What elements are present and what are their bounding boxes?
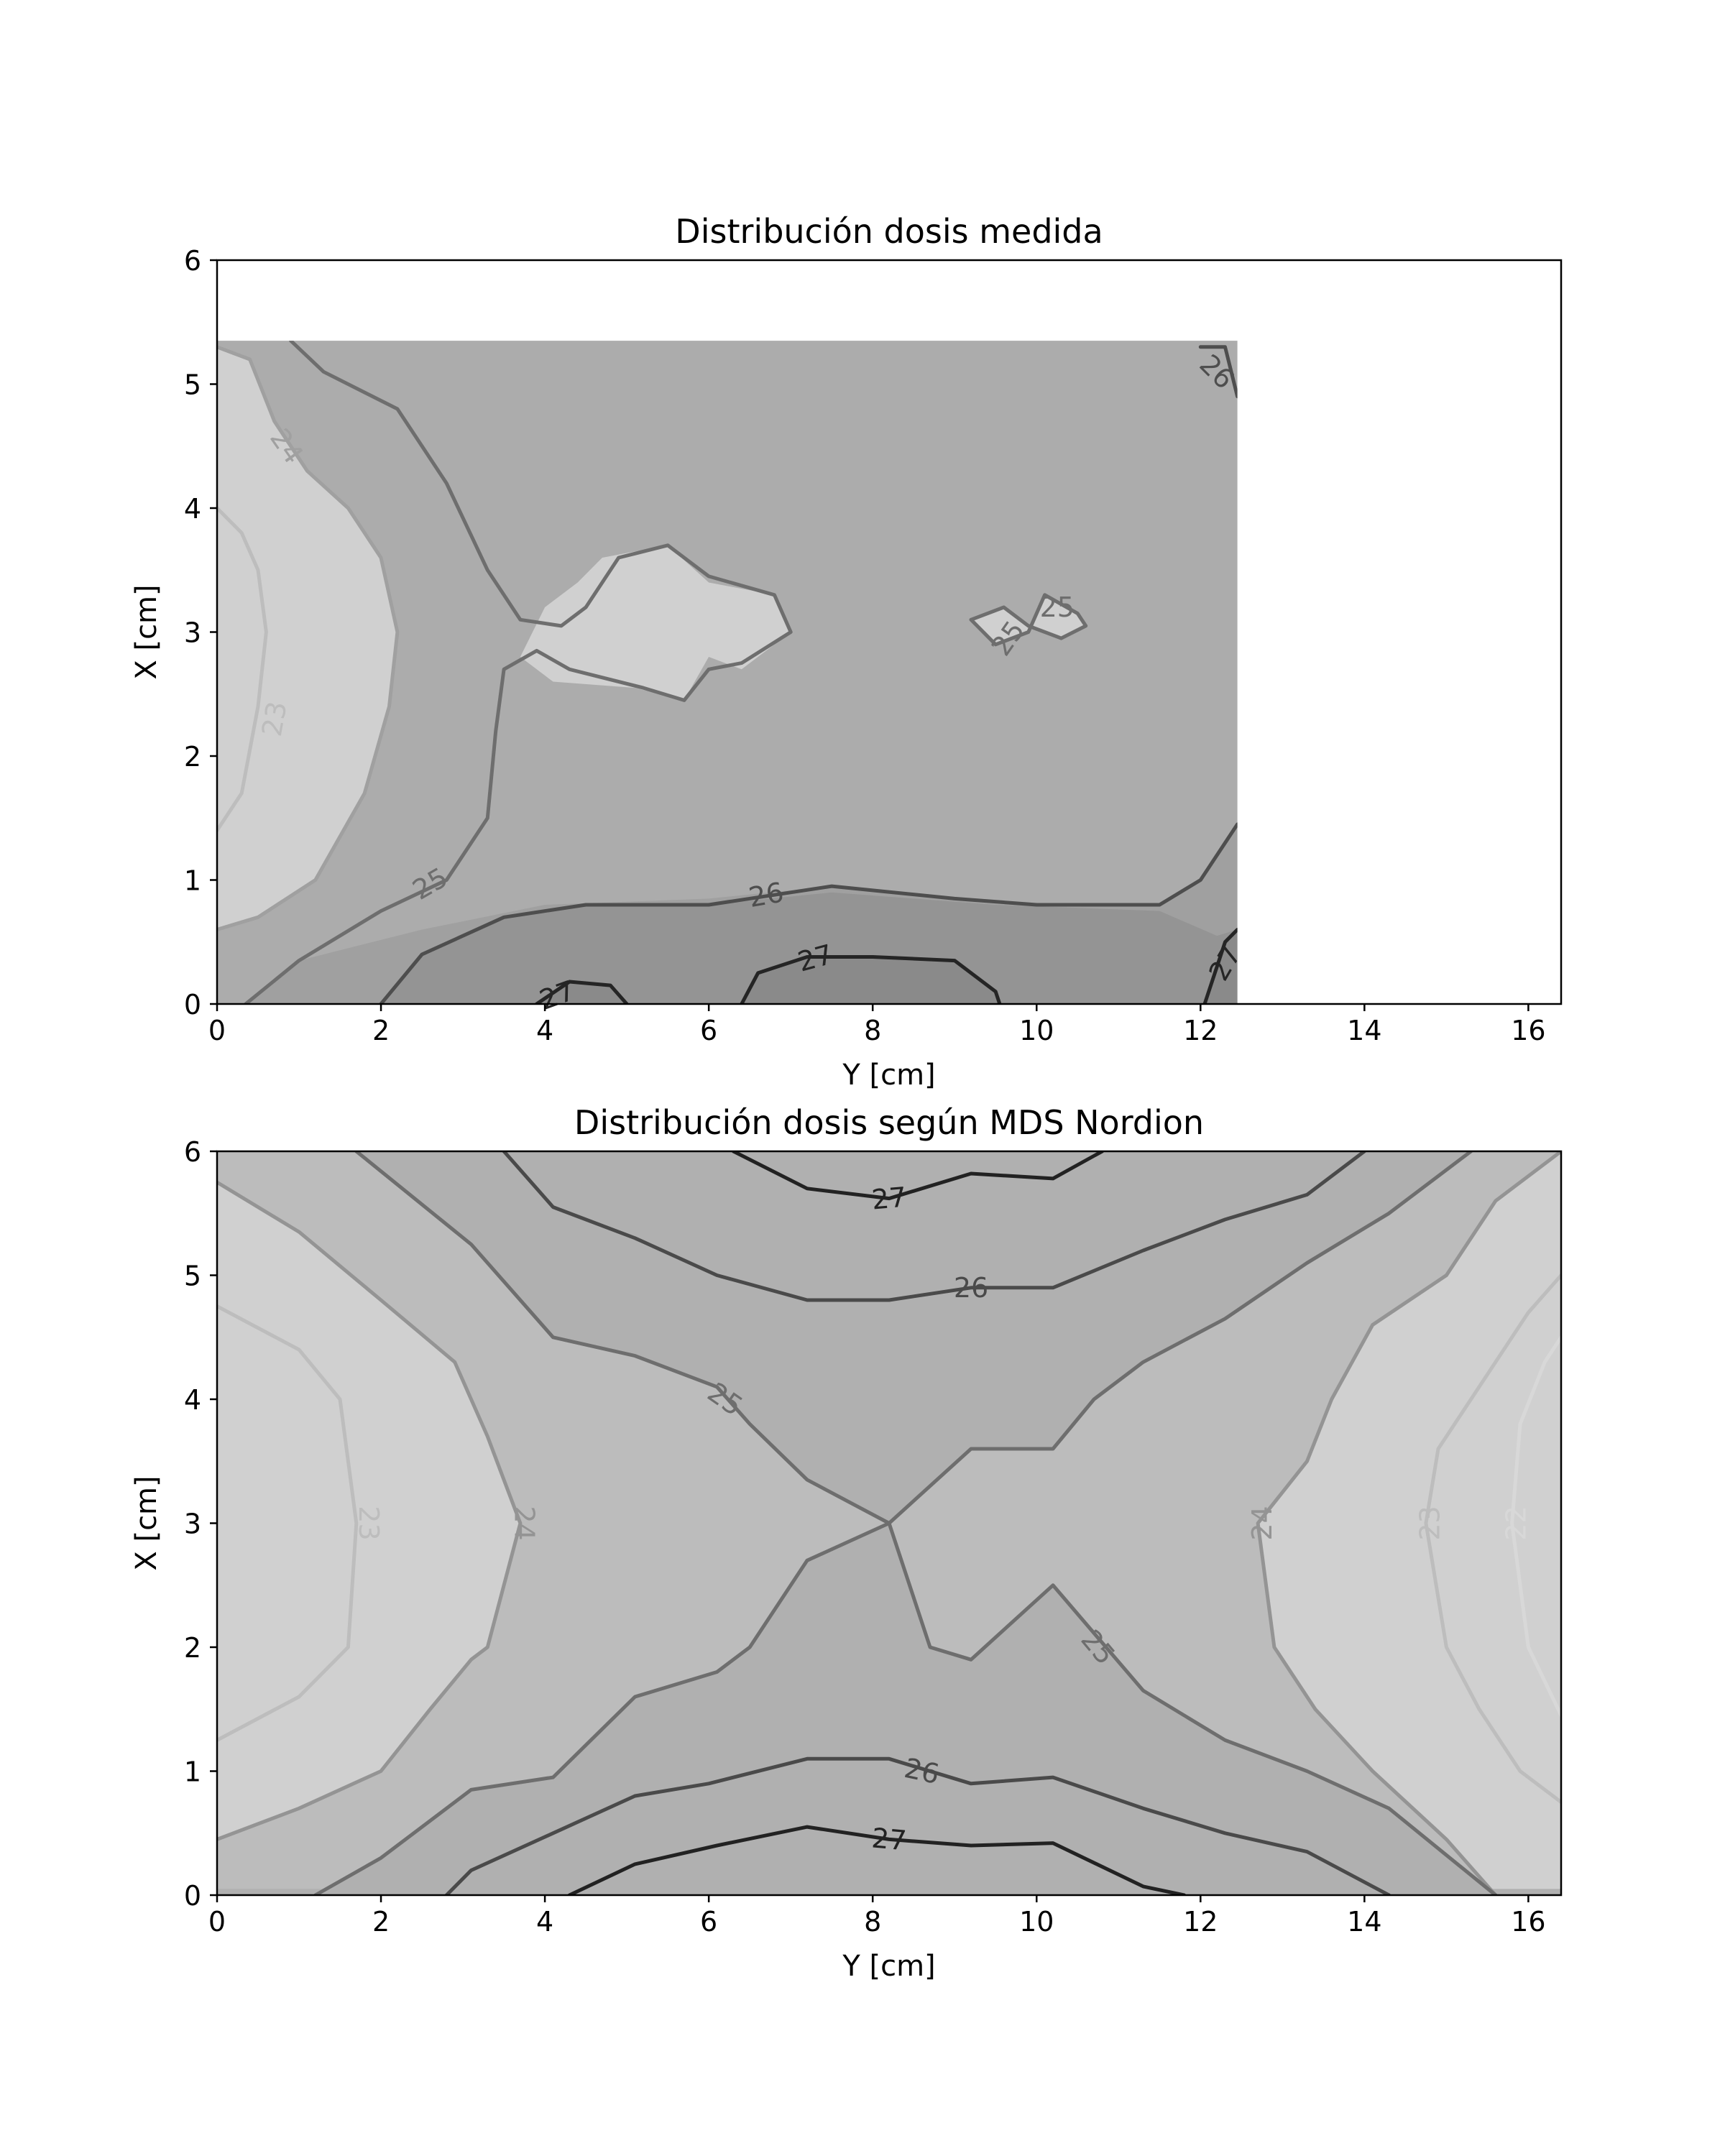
y-tick-label: 4 [184,493,201,525]
x-tick-label: 6 [700,1015,717,1046]
contour-layer [217,1151,1561,1895]
contour-line [217,506,268,832]
contour-fill-region [1258,1151,1561,1895]
y-tick-label: 6 [184,1136,201,1168]
x-tick-label: 2 [372,1906,390,1938]
y-tick-label: 4 [184,1384,201,1416]
y-axis-label: X [cm] [130,1475,163,1570]
x-tick-label: 10 [1019,1906,1054,1938]
contour-line [1202,928,1238,1004]
contour-line [1198,345,1238,399]
x-tick-label: 4 [536,1906,553,1938]
contour-fill-region [520,545,791,701]
x-tick-label: 2 [372,1015,390,1046]
x-tick-label: 16 [1511,1906,1545,1938]
contour-line [217,345,400,931]
contour-fill-region [1205,929,1238,1004]
chart-title: Distribución dosis medida [675,212,1103,251]
contour-label: 23 [1414,1506,1446,1540]
contour-fill-region [741,957,1000,1004]
x-tick-label: 14 [1347,1906,1381,1938]
contour-label: 25 [1040,591,1075,623]
y-tick-label: 0 [184,989,201,1021]
contour-label: 23 [256,699,293,739]
y-tick-label: 2 [184,1632,201,1664]
y-tick-label: 3 [184,617,201,649]
contour-label: 22 [1500,1506,1532,1540]
y-tick-label: 6 [184,245,201,277]
contour-line [217,1304,359,1742]
contour-line [1510,1335,1561,1718]
x-tick-label: 16 [1511,1015,1545,1046]
x-tick-label: 8 [864,1015,881,1046]
chart-title: Distribución dosis según MDS Nordion [574,1103,1204,1142]
contour-line [535,980,629,1004]
contour-fill-region [971,594,1086,645]
contour-label: 23 [353,1506,385,1540]
contour-line [731,1151,1104,1201]
contour-fill-region [315,1523,1496,1895]
x-tick-label: 0 [208,1015,226,1046]
contour-line [1256,1151,1561,1895]
x-tick-label: 10 [1019,1015,1054,1046]
x-tick-label: 14 [1347,1015,1381,1046]
x-tick-label: 6 [700,1906,717,1938]
contour-line [379,822,1238,1004]
contour-label: 27 [870,1822,908,1856]
y-tick-label: 2 [184,741,201,773]
y-tick-label: 5 [184,1261,201,1292]
contour-line [1424,1273,1561,1805]
y-tick-label: 0 [184,1880,201,1912]
contour-line [244,341,793,1004]
x-tick-label: 12 [1183,1906,1218,1938]
contour-fill-region [356,1151,1471,1524]
contour-label: 26 [746,876,786,913]
contour-line [567,1825,1186,1895]
contour-fill-region [381,892,1238,1004]
contour-line [354,1151,1473,1525]
y-tick-label: 1 [184,865,201,897]
x-tick-label: 4 [536,1015,553,1046]
y-tick-label: 5 [184,369,201,401]
contour-line [502,1151,1366,1302]
contour-line [740,955,1002,1004]
y-tick-label: 1 [184,1756,201,1788]
contour-layer [217,341,1238,1004]
y-axis-label: X [cm] [130,584,163,679]
x-tick-label: 8 [864,1906,881,1938]
contour-line [444,1756,1391,1895]
contour-line [217,1180,523,1841]
contour-label: 24 [1246,1506,1278,1540]
y-tick-label: 3 [184,1508,201,1540]
x-tick-label: 0 [208,1906,226,1938]
contour-fill-region [217,346,397,930]
contour-line [969,593,1088,647]
x-axis-label: Y [cm] [842,1950,935,1983]
contour-label: 26 [901,1752,942,1790]
contour-label: 24 [509,1506,540,1540]
contour-label: 27 [870,1181,908,1216]
contour-fill-region [536,982,627,1004]
contour-label: 26 [954,1272,988,1304]
x-tick-label: 12 [1183,1015,1218,1046]
x-axis-label: Y [cm] [842,1059,935,1092]
